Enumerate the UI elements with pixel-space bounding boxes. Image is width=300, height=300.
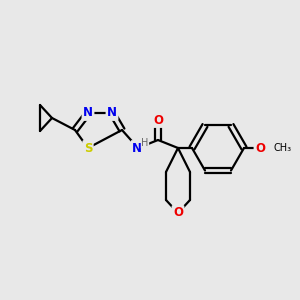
Text: H: H	[141, 138, 149, 148]
Text: O: O	[173, 206, 183, 220]
Text: O: O	[153, 113, 163, 127]
Text: S: S	[84, 142, 92, 154]
Text: N: N	[132, 142, 142, 154]
Text: CH₃: CH₃	[274, 143, 292, 153]
Text: O: O	[255, 142, 265, 154]
Text: N: N	[107, 106, 117, 119]
Text: N: N	[83, 106, 93, 119]
